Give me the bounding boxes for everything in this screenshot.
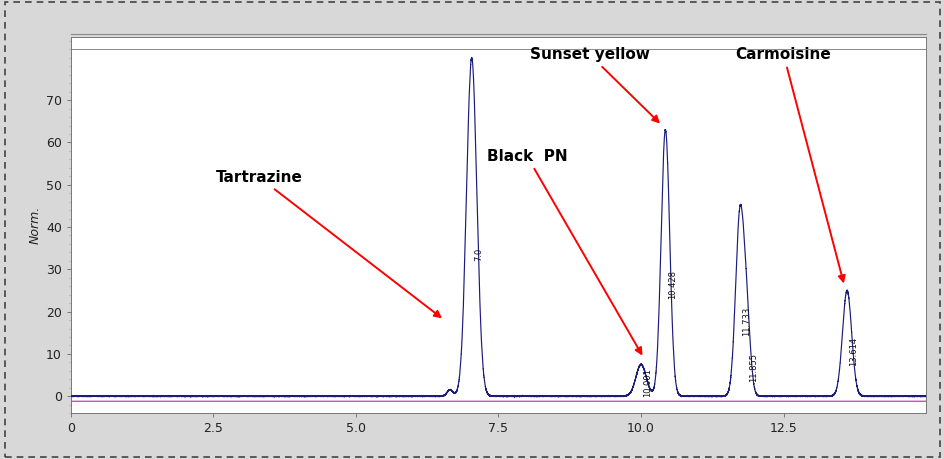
Text: Sunset yellow: Sunset yellow [530,47,658,122]
Text: 13.614: 13.614 [849,337,857,366]
Text: 10.428: 10.428 [667,270,676,299]
Text: Carmoisine: Carmoisine [735,47,844,281]
Text: 7.0: 7.0 [474,247,482,261]
Text: 10.001: 10.001 [643,369,651,397]
Y-axis label: Norm.: Norm. [28,206,42,244]
Text: Black  PN: Black PN [486,149,641,354]
Text: Tartrazine: Tartrazine [215,170,440,317]
Text: 11.855: 11.855 [749,353,757,382]
Text: 11.733: 11.733 [741,307,750,336]
